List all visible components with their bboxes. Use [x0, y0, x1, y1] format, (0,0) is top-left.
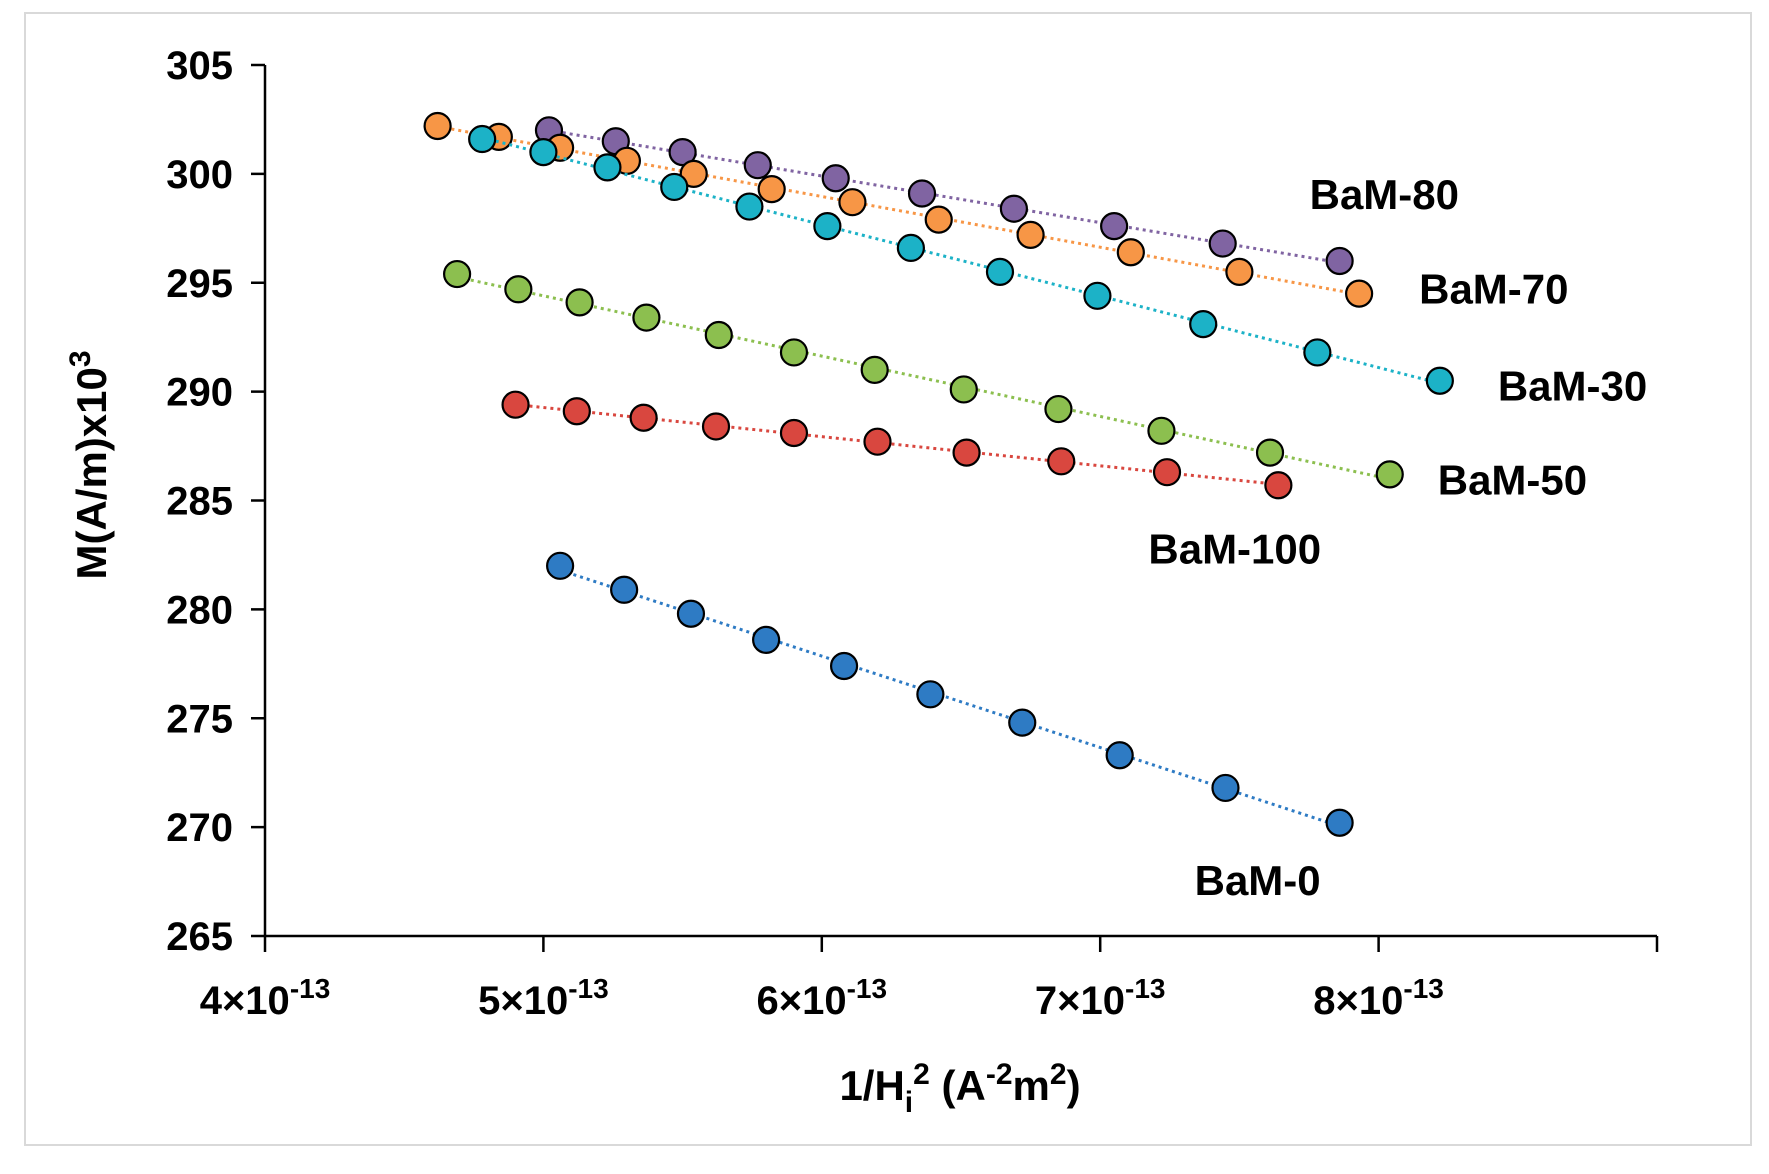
data-point-bam-100 — [562, 397, 591, 426]
data-point-bam-30 — [735, 192, 764, 221]
data-point-bam-50 — [704, 320, 733, 350]
series-label-bam-80: BaM-80 — [1310, 171, 1459, 218]
data-point-bam-70 — [423, 111, 452, 141]
axes: 265 270 275 280 285 290 295 300 305 4×10-13 5×10-1… — [166, 44, 1659, 1023]
data-point-bam-70 — [1116, 238, 1145, 267]
data-point-bam-0 — [1211, 773, 1240, 803]
x-tick-label: 5×10-13 — [478, 973, 609, 1023]
data-point-bam-0 — [1325, 808, 1354, 837]
y-tick-label: 295 — [166, 262, 233, 306]
x-tick-label: 4×10-13 — [200, 973, 331, 1023]
x-axis-title: 1/Hi2 (A-2m2) — [839, 1058, 1080, 1119]
series-layer — [423, 111, 1454, 837]
data-point-bam-70 — [757, 175, 786, 204]
data-point-bam-50 — [565, 288, 594, 317]
series-label-bam-100: BaM-100 — [1148, 525, 1321, 572]
data-point-bam-100 — [779, 418, 809, 448]
y-tick-label: 280 — [166, 588, 233, 632]
x-tick-label: 8×10-13 — [1313, 973, 1444, 1023]
data-point-bam-50 — [1147, 416, 1176, 445]
series-bam-80 — [534, 116, 1354, 276]
data-point-bam-100 — [952, 438, 981, 467]
y-tick-label: 270 — [166, 806, 233, 850]
y-tick-label: 300 — [166, 153, 233, 197]
series-label-bam-30: BaM-30 — [1498, 363, 1647, 410]
y-tick-label: 285 — [166, 480, 233, 524]
data-point-bam-80 — [668, 138, 697, 167]
data-point-bam-50 — [1255, 438, 1285, 467]
x-tick-label: 7×10-13 — [1035, 973, 1166, 1023]
data-point-bam-30 — [896, 233, 925, 263]
data-point-bam-50 — [1044, 394, 1073, 424]
series-labels: BaM-80 BaM-70 BaM-30 BaM-50 BaM-100 BaM-0 — [1148, 171, 1647, 904]
y-axis-title: M(A/m)x103 — [64, 350, 115, 579]
data-point-bam-50 — [632, 303, 661, 332]
data-point-bam-0 — [752, 625, 781, 654]
data-point-bam-80 — [1100, 212, 1129, 241]
data-point-bam-70 — [1225, 257, 1254, 286]
data-point-bam-100 — [1264, 471, 1293, 500]
data-point-bam-0 — [1105, 741, 1134, 770]
data-point-bam-100 — [701, 412, 731, 441]
series-label-bam-70: BaM-70 — [1419, 266, 1568, 313]
data-point-bam-80 — [743, 151, 772, 180]
data-point-bam-30 — [468, 124, 497, 154]
data-point-bam-50 — [779, 338, 809, 367]
data-point-bam-0 — [1008, 708, 1037, 737]
data-point-bam-50 — [949, 375, 978, 404]
data-point-bam-30 — [593, 153, 622, 182]
series-label-bam-50: BaM-50 — [1438, 456, 1587, 503]
trendline-bam-50 — [456, 275, 1391, 481]
data-point-bam-100 — [629, 403, 658, 432]
data-point-bam-80 — [821, 164, 850, 193]
data-point-bam-70 — [1345, 279, 1374, 308]
data-point-bam-0 — [676, 599, 706, 628]
data-point-bam-30 — [1425, 366, 1454, 395]
data-point-bam-70 — [679, 159, 708, 188]
data-point-bam-50 — [504, 275, 533, 304]
data-point-bam-80 — [1208, 229, 1237, 258]
data-point-bam-0 — [610, 575, 639, 604]
y-tick-label: 305 — [166, 44, 233, 88]
data-point-bam-80 — [1325, 246, 1354, 276]
data-point-bam-80 — [999, 194, 1028, 223]
data-point-bam-0 — [546, 551, 575, 580]
data-point-bam-30 — [1083, 281, 1112, 310]
data-point-bam-30 — [1189, 310, 1218, 339]
data-point-bam-30 — [660, 172, 689, 202]
y-tick-label: 275 — [166, 697, 233, 741]
data-point-bam-100 — [1152, 458, 1182, 487]
data-point-bam-30 — [529, 138, 558, 167]
data-point-bam-50 — [442, 259, 472, 289]
series-bam-0 — [546, 551, 1354, 837]
trendline-bam-70 — [437, 125, 1360, 296]
data-point-bam-50 — [860, 355, 889, 384]
series-bam-50 — [442, 259, 1404, 489]
trendline-bam-30 — [481, 136, 1441, 385]
series-bam-70 — [423, 111, 1374, 308]
data-point-bam-30 — [813, 212, 842, 241]
series-bam-30 — [468, 124, 1454, 395]
y-tick-label: 265 — [166, 915, 233, 959]
data-point-bam-0 — [916, 680, 945, 709]
data-point-bam-30 — [985, 257, 1015, 286]
data-point-bam-70 — [1016, 220, 1045, 249]
x-tick-label: 6×10-13 — [757, 973, 888, 1023]
data-point-bam-100 — [1047, 447, 1076, 476]
series-bam-100 — [501, 390, 1293, 500]
data-point-bam-30 — [1303, 338, 1332, 367]
data-point-bam-70 — [838, 188, 867, 217]
data-point-bam-100 — [863, 427, 892, 456]
data-point-bam-80 — [907, 179, 937, 208]
data-point-bam-100 — [501, 390, 530, 419]
series-label-bam-0: BaM-0 — [1195, 857, 1321, 904]
data-point-bam-0 — [829, 651, 859, 681]
data-point-bam-50 — [1375, 460, 1404, 489]
y-tick-label: 290 — [166, 371, 233, 415]
data-point-bam-70 — [924, 205, 953, 234]
chart-frame — [24, 12, 1752, 1146]
